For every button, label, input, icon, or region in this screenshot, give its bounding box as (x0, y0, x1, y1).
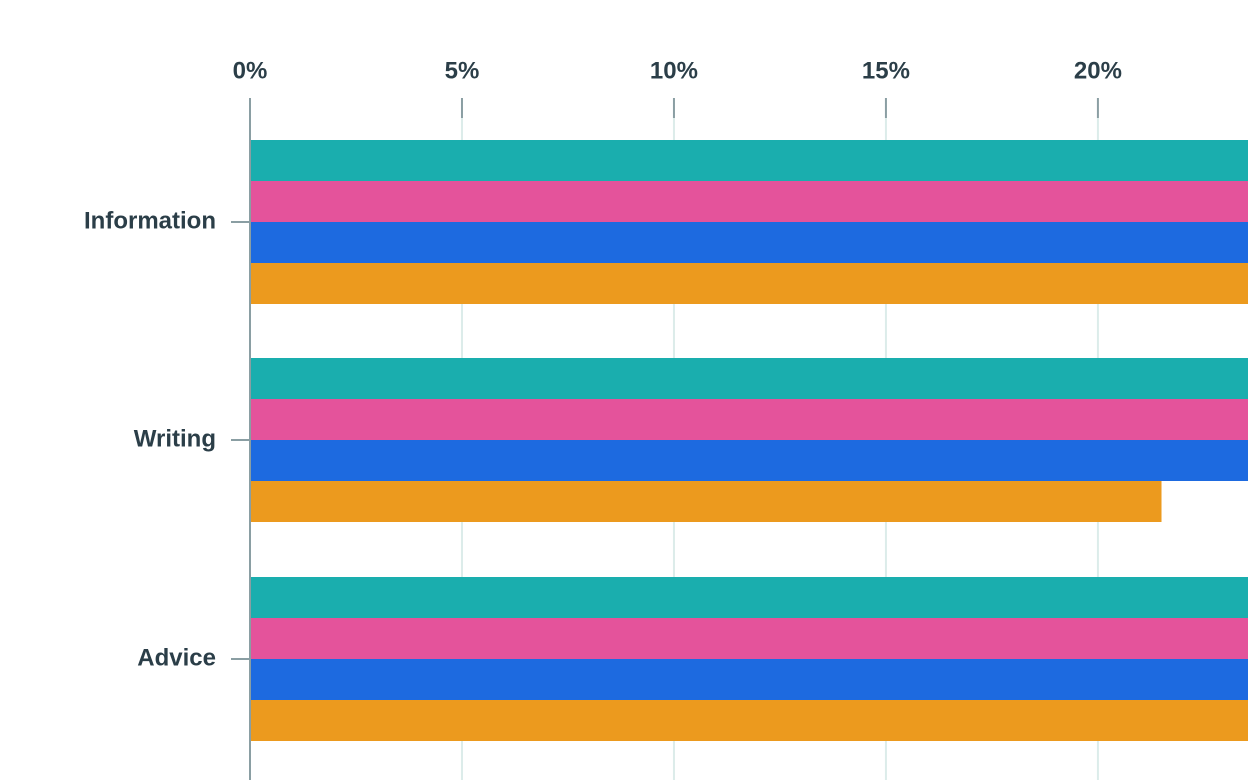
x-tick-label: 5% (445, 57, 480, 84)
x-tick-label: 10% (650, 57, 698, 84)
bar (250, 659, 1248, 700)
x-tick-label: 15% (862, 57, 910, 84)
bar (250, 399, 1248, 440)
bar (250, 358, 1248, 399)
bar (250, 263, 1248, 304)
x-tick-label: 0% (233, 57, 268, 84)
y-tick-label: Advice (137, 644, 216, 671)
bar (250, 700, 1248, 741)
x-tick-label: 20% (1074, 57, 1122, 84)
bar (250, 440, 1248, 481)
y-tick-label: Writing (134, 425, 216, 452)
bar (250, 618, 1248, 659)
bar (250, 181, 1248, 222)
bar (250, 577, 1248, 618)
bar (250, 481, 1162, 522)
bar (250, 140, 1248, 181)
bar (250, 222, 1248, 263)
y-tick-label: Information (84, 207, 216, 234)
